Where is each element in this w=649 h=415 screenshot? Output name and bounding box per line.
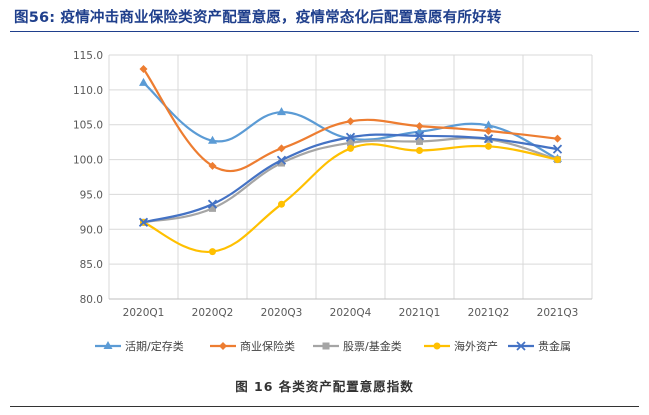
series-1 [139,64,562,173]
y-tick-label: 110.0 [73,85,103,97]
data-point [138,217,149,227]
title-rule [10,31,639,32]
marker-stroke [345,132,356,142]
figure-title: 图56: 疫情冲击商业保险类资产配置意愿，疫情常态化后配置意愿有所好转 [14,10,502,26]
data-point [483,134,494,144]
data-point [414,131,425,141]
legend-label: 活期/定存类 [125,339,184,353]
data-point [485,142,492,150]
legend-marker [322,342,330,350]
data-point [208,161,217,170]
marker-stroke [207,199,218,209]
legend-item: 海外资产 [424,339,498,353]
bottom-rule [10,406,639,407]
legend-label: 贵金属 [538,339,571,353]
data-point [209,204,216,212]
legend-label: 股票/基金类 [343,339,402,353]
data-point [552,144,563,154]
legend-item: 股票/基金类 [313,339,402,353]
y-tick-label: 80.0 [80,294,103,306]
legend-marker [219,342,227,350]
x-tick-label: 2020Q2 [192,307,234,319]
legend-marker [516,341,526,351]
data-point [208,135,217,144]
data-point [276,155,287,165]
legend-marker [433,342,441,350]
y-tick-label: 105.0 [73,120,103,132]
data-point [416,137,423,145]
data-point [278,159,285,167]
x-tick-label: 2020Q3 [261,307,303,319]
x-tick-label: 2021Q2 [468,307,510,319]
marker-stroke [516,341,526,351]
data-point [277,144,286,153]
marker-stroke [276,155,287,165]
data-point [207,199,218,209]
data-point [347,144,354,152]
data-point [554,156,561,164]
y-tick-label: 95.0 [80,189,103,201]
y-tick-label: 90.0 [80,224,103,236]
series-4 [138,131,563,227]
data-point [484,120,493,129]
marker-stroke [552,144,563,154]
data-point [278,200,285,208]
x-tick-label: 2020Q4 [330,307,372,319]
axes: 80.0 85.0 90.0 95.0 100.0 105.0 110.0 115.0 2020… [73,50,592,319]
data-point [139,64,148,73]
legend-label: 商业保险类 [240,339,295,353]
data-point [139,77,148,86]
x-tick-label: 2021Q3 [537,307,579,319]
data-point [347,139,354,147]
series-lines [138,64,563,256]
legend: 活期/定存类 商业保险类 股票/基金类 海外资产 贵金属 [95,339,571,353]
legend-item: 活期/定存类 [95,339,184,353]
data-point [209,248,216,256]
legend-marker [103,341,113,349]
data-point [346,117,355,126]
data-point [484,126,493,135]
legend-label: 海外资产 [454,339,498,353]
x-tick-label: 2020Q1 [123,307,165,319]
gridlines [108,54,593,300]
marker-stroke [138,217,149,227]
data-point [277,107,286,116]
data-point [553,134,562,143]
y-tick-label: 85.0 [80,259,103,271]
marker-stroke [414,131,425,141]
data-point [345,132,356,142]
figure-caption: 图 16 各类资产配置意愿指数 [235,379,414,394]
legend-item: 商业保险类 [210,339,295,353]
x-tick-label: 2021Q1 [399,307,441,319]
legend-item: 贵金属 [508,339,571,353]
data-point [416,147,423,155]
y-tick-label: 100.0 [73,155,103,167]
y-tick-label: 115.0 [73,50,103,62]
marker-stroke [483,134,494,144]
data-point [415,122,424,131]
